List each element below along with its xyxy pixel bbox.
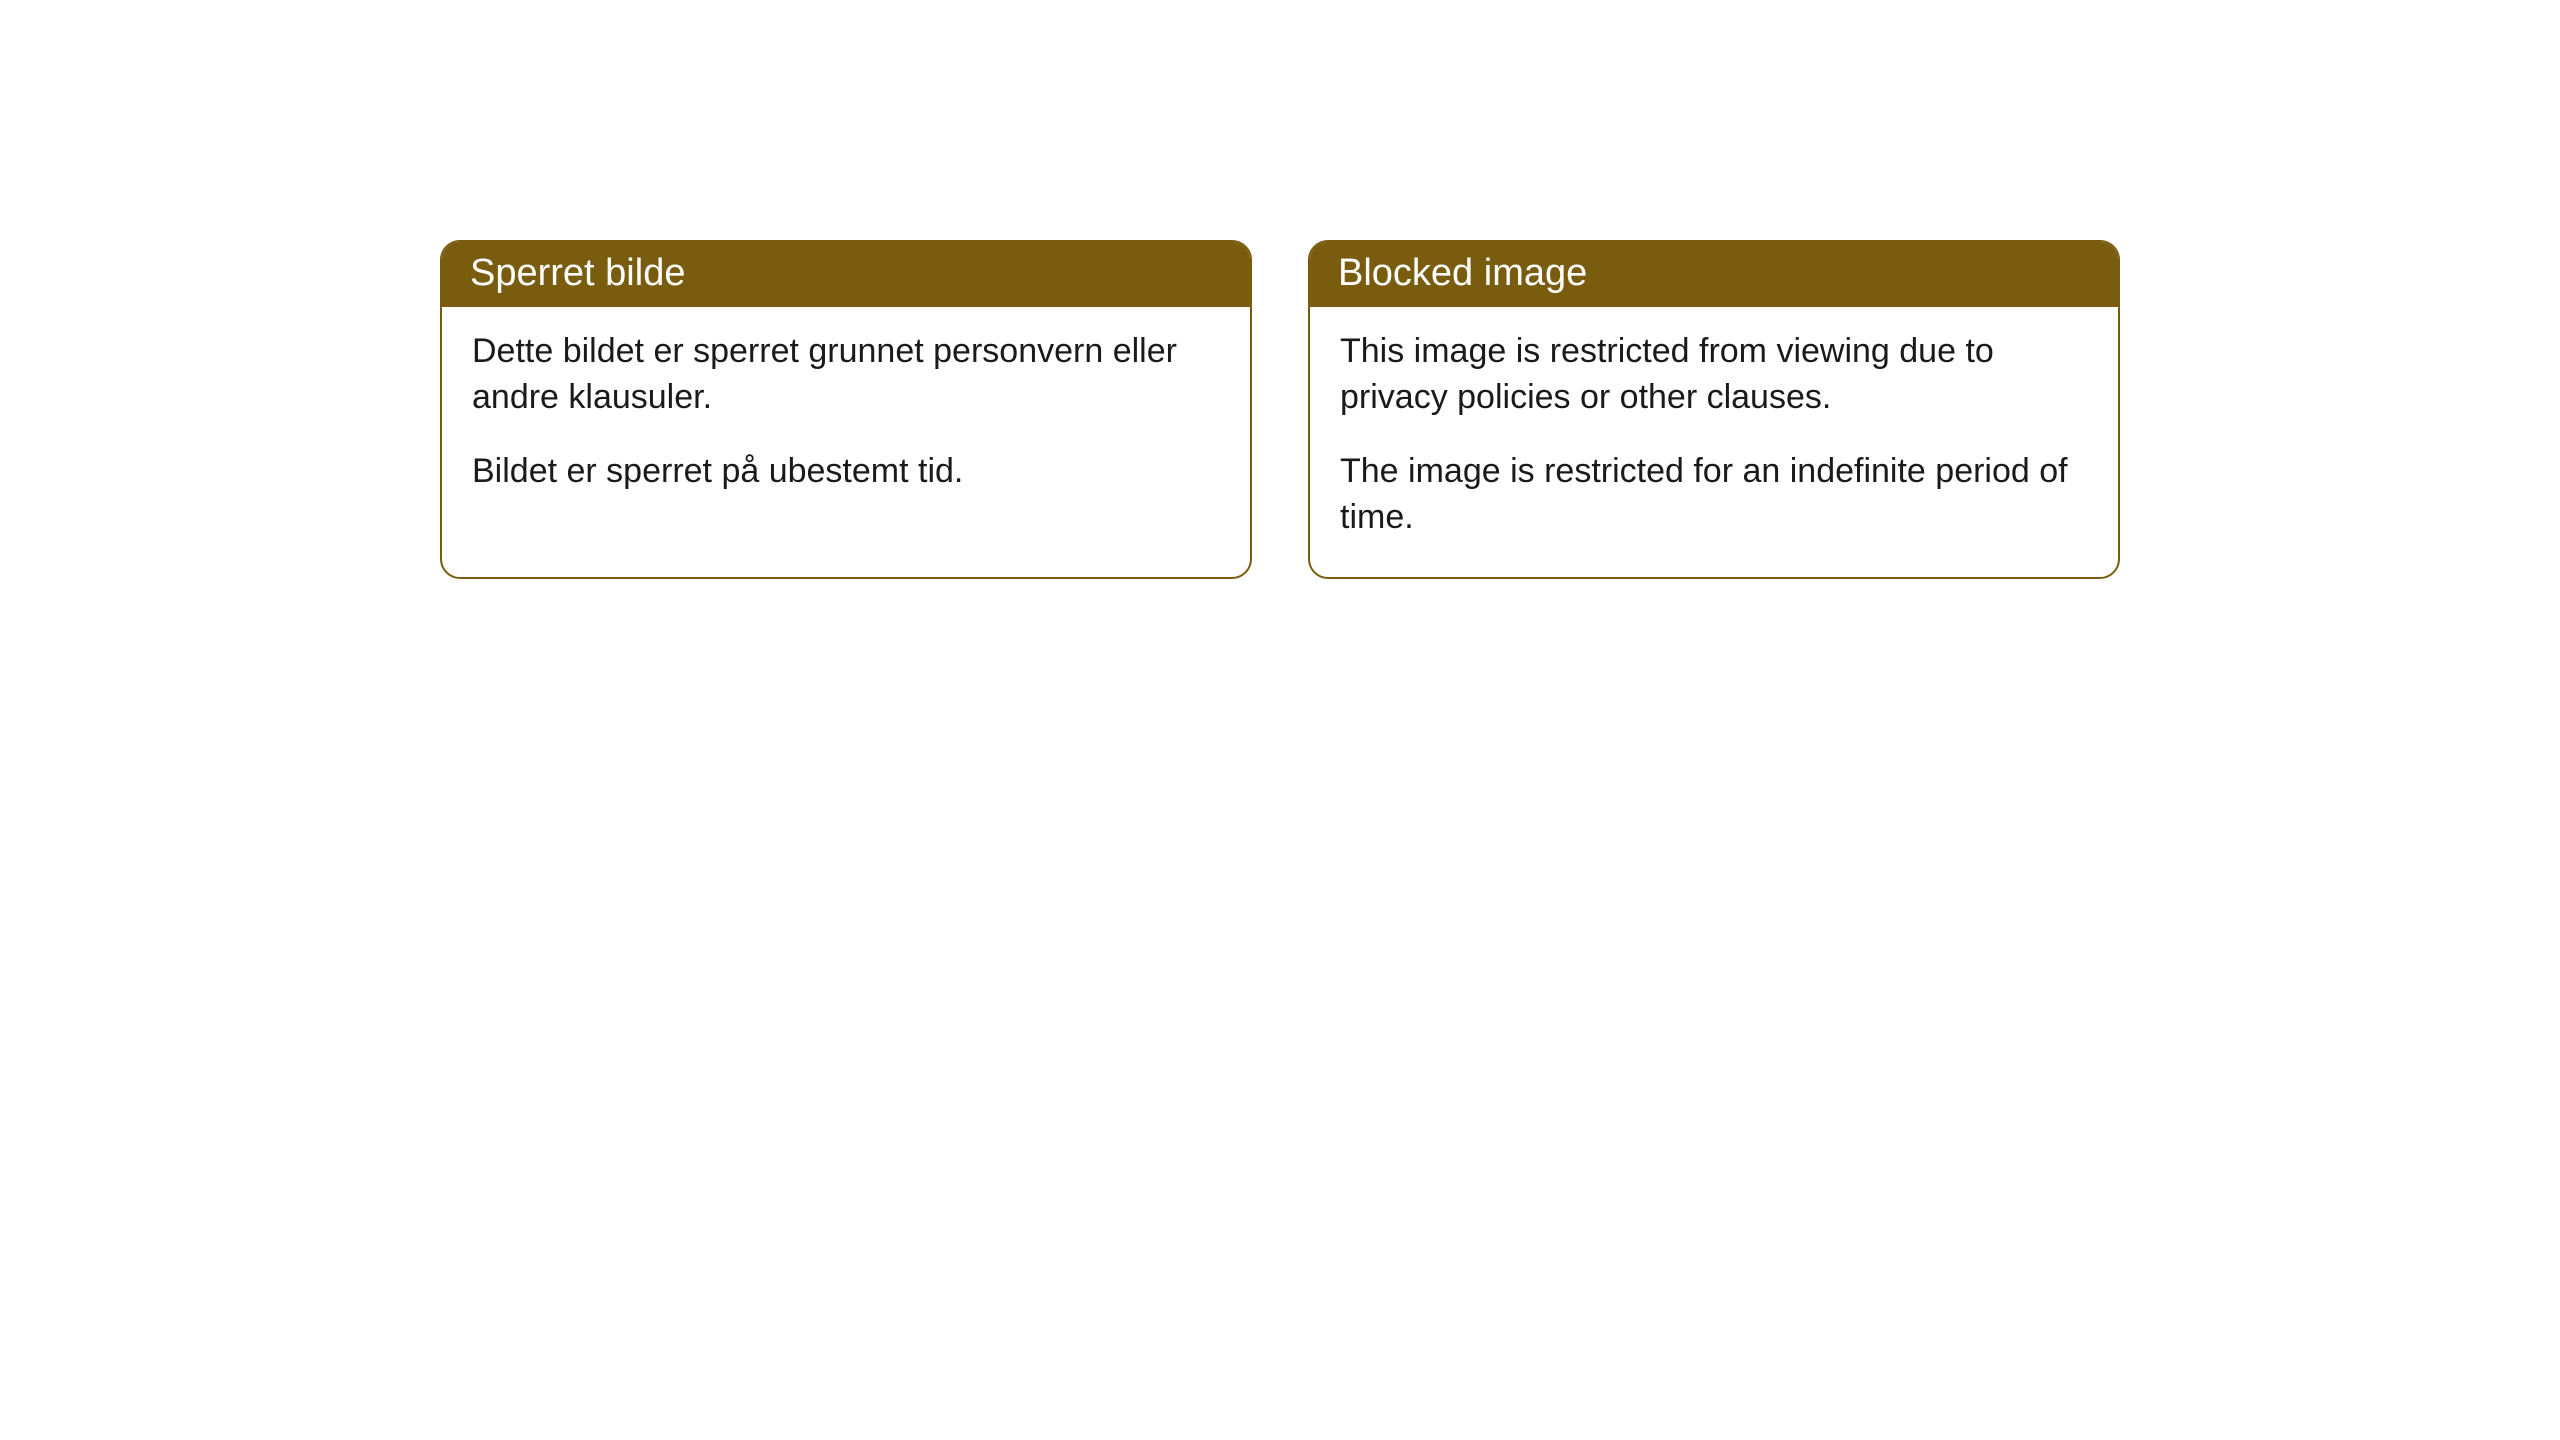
- card-title: Blocked image: [1338, 252, 1587, 294]
- card-title: Sperret bilde: [470, 252, 685, 294]
- blocked-image-card-english: Blocked image This image is restricted f…: [1308, 240, 2120, 579]
- card-paragraph: Dette bildet er sperret grunnet personve…: [472, 329, 1220, 421]
- card-header: Sperret bilde: [442, 242, 1250, 307]
- card-paragraph: Bildet er sperret på ubestemt tid.: [472, 449, 1220, 495]
- card-header: Blocked image: [1310, 242, 2118, 307]
- card-container: Sperret bilde Dette bildet er sperret gr…: [0, 240, 2560, 579]
- card-body: Dette bildet er sperret grunnet personve…: [442, 307, 1250, 531]
- card-body: This image is restricted from viewing du…: [1310, 307, 2118, 577]
- blocked-image-card-norwegian: Sperret bilde Dette bildet er sperret gr…: [440, 240, 1252, 579]
- card-paragraph: The image is restricted for an indefinit…: [1340, 449, 2088, 541]
- card-paragraph: This image is restricted from viewing du…: [1340, 329, 2088, 421]
